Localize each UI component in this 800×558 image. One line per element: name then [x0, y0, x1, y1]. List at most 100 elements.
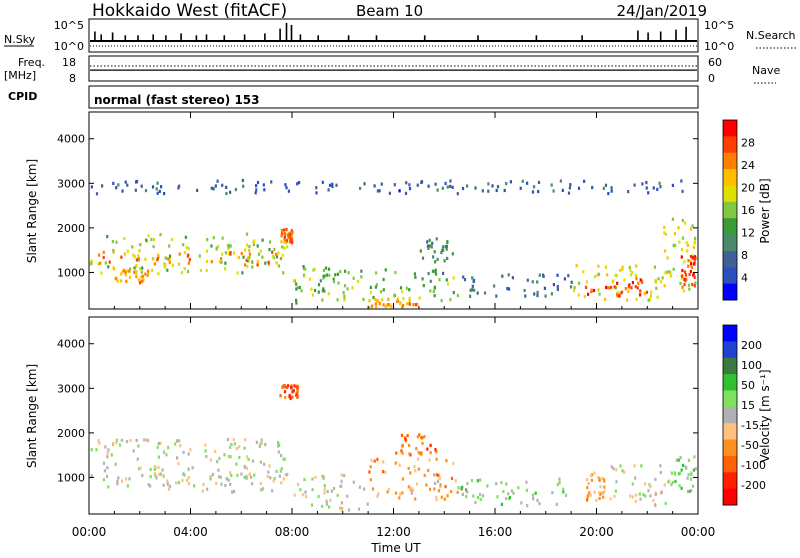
heatmap-cell — [232, 489, 236, 494]
x-axis-tick-labels: 00:00 04:00 08:00 12:00 16:00 20:00 00:00 — [72, 525, 716, 539]
velocity-y-axis-label: Slant Range [km] — [25, 364, 39, 468]
heatmap-cell — [163, 265, 166, 269]
heatmap-cell — [586, 498, 589, 502]
heatmap-cell — [620, 290, 624, 294]
n-sky-bar — [111, 32, 114, 42]
heatmap-cell — [204, 449, 207, 453]
heatmap-cell — [336, 272, 339, 276]
heatmap-cell — [232, 438, 235, 442]
heatmap-cell — [264, 443, 267, 447]
heatmap-cell — [693, 284, 696, 288]
heatmap-cell — [401, 451, 404, 455]
heatmap-cell — [382, 277, 385, 282]
heatmap-cell — [610, 186, 613, 190]
heatmap-cell — [138, 467, 141, 471]
heatmap-cell — [132, 253, 135, 257]
heatmap-cell — [532, 497, 535, 501]
heatmap-cell — [153, 262, 156, 266]
heatmap-cell — [684, 465, 687, 469]
heatmap-cell — [396, 299, 399, 304]
heatmap-cell — [420, 180, 423, 184]
heatmap-cell — [98, 253, 101, 257]
heatmap-cell — [138, 281, 142, 285]
heatmap-cell — [143, 438, 146, 442]
heatmap-cell — [153, 472, 156, 476]
heatmap-cell — [434, 448, 437, 452]
colorbar-segment — [723, 472, 737, 490]
heatmap-cell — [283, 246, 286, 250]
heatmap-cell — [331, 182, 334, 186]
heatmap-cell — [438, 278, 441, 282]
heatmap-cell — [402, 303, 405, 308]
heatmap-cell — [272, 254, 275, 258]
heatmap-cell — [322, 276, 325, 280]
colorbar-frame — [722, 119, 738, 301]
n-sky-bar — [264, 33, 266, 41]
n-sky-bar — [535, 35, 538, 41]
n-sky-bar — [223, 35, 226, 41]
heatmap-cell — [322, 268, 325, 272]
heatmap-cell — [429, 289, 432, 293]
heatmap-cell — [456, 294, 459, 298]
heatmap-cell — [487, 182, 490, 186]
heatmap-cell — [225, 191, 228, 196]
heatmap-cell — [280, 234, 283, 238]
heatmap-cell — [218, 260, 221, 264]
y-tick-label: 2000 — [57, 427, 85, 440]
heatmap-cell — [160, 185, 163, 189]
heatmap-cell — [423, 473, 426, 477]
heatmap-cell — [332, 277, 335, 281]
heatmap-cell — [591, 186, 594, 190]
heatmap-cell — [153, 465, 156, 469]
heatmap-cell — [484, 291, 487, 295]
heatmap-cell — [247, 457, 250, 462]
colorbar-tick-label: 16 — [741, 204, 755, 217]
heatmap-cell — [680, 276, 683, 280]
heatmap-cell — [178, 252, 181, 256]
heatmap-cell — [283, 238, 287, 242]
heatmap-cell — [635, 297, 638, 301]
heatmap-cell — [343, 284, 347, 288]
heatmap-cell — [280, 481, 283, 485]
heatmap-cell — [472, 494, 475, 498]
heatmap-cell — [631, 495, 634, 499]
noise-panel: N.Sky 10^5 10^0 10^5 10^0 N.Search — [4, 18, 796, 53]
heatmap-cell — [228, 445, 232, 449]
heatmap-cell — [111, 240, 114, 244]
heatmap-cell — [277, 450, 280, 454]
heatmap-cell — [166, 479, 169, 483]
heatmap-cell — [159, 472, 162, 476]
heatmap-cell — [623, 278, 626, 282]
heatmap-cell — [299, 488, 302, 492]
heatmap-cell — [343, 474, 346, 478]
heatmap-cell — [295, 282, 298, 286]
heatmap-cell — [151, 268, 154, 272]
heatmap-cell — [421, 256, 425, 260]
heatmap-cell — [182, 450, 185, 454]
heatmap-cell — [302, 265, 305, 269]
n-sky-bar — [205, 34, 208, 41]
heatmap-cell — [680, 486, 683, 490]
heatmap-cell — [97, 262, 100, 266]
heatmap-cell — [431, 241, 434, 245]
heatmap-cell — [266, 474, 269, 478]
heatmap-cell — [474, 501, 477, 505]
y-tick-label: 4000 — [57, 133, 85, 146]
heatmap-cell — [187, 467, 190, 471]
n-sky-bar — [675, 29, 677, 41]
heatmap-cell — [682, 289, 685, 293]
colorbar-segment — [723, 439, 737, 457]
heatmap-cell — [640, 464, 643, 468]
heatmap-cell — [568, 186, 571, 190]
heatmap-cell — [399, 492, 402, 496]
heatmap-cell — [295, 298, 298, 302]
heatmap-cell — [228, 245, 231, 249]
heatmap-cell — [382, 470, 385, 474]
heatmap-cell — [236, 271, 239, 275]
heatmap-cell — [225, 477, 228, 481]
heatmap-cell — [396, 297, 399, 301]
heatmap-cell — [368, 299, 371, 303]
heatmap-cell — [145, 238, 148, 242]
heatmap-cell — [301, 493, 305, 497]
